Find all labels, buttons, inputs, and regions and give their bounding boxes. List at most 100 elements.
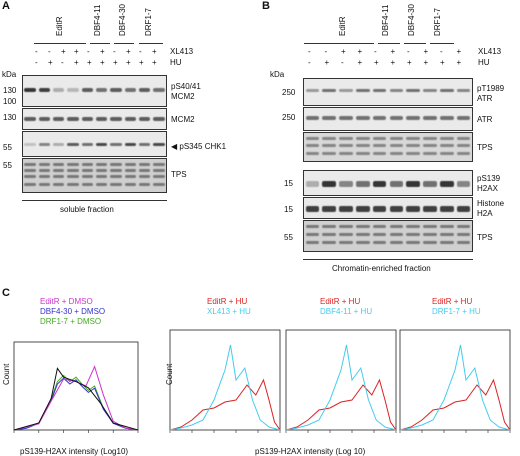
group-underline — [378, 43, 400, 44]
band — [356, 181, 370, 187]
sign-cell: + — [423, 47, 429, 56]
band — [124, 117, 136, 121]
sign-cell: + — [357, 58, 363, 67]
blot-b-h2a — [303, 197, 473, 219]
band — [389, 116, 404, 120]
sign-cell: - — [407, 47, 410, 56]
legend-c2-1: XL413 + HU — [207, 307, 251, 316]
band — [356, 152, 370, 155]
band — [406, 137, 420, 140]
sign-cell: + — [390, 47, 396, 56]
band — [423, 181, 437, 187]
band — [440, 89, 454, 92]
band — [322, 181, 336, 187]
band — [389, 181, 404, 187]
blot-b-atr — [303, 107, 473, 131]
band — [38, 163, 51, 166]
sign-cell: + — [48, 58, 53, 67]
blot-label-b-patr: pT1989 — [477, 84, 505, 93]
band — [124, 88, 136, 92]
band — [339, 181, 353, 187]
blot-a-mcm2 — [22, 108, 167, 130]
blot-label-b-tps1: TPS — [477, 143, 493, 152]
band — [356, 233, 370, 236]
band — [322, 144, 336, 147]
band — [339, 206, 353, 212]
sign-cell: + — [357, 47, 363, 56]
marker-a-100: 100 — [3, 97, 17, 106]
band — [110, 163, 122, 166]
band — [24, 175, 36, 178]
panel-c-letter: C — [2, 287, 10, 299]
blot-label-b-tps2: TPS — [477, 233, 493, 242]
blot-a-pmcm2 — [22, 75, 167, 107]
band — [440, 233, 454, 236]
band — [372, 241, 387, 244]
sign-cell: + — [139, 58, 144, 67]
band — [339, 233, 353, 236]
band — [372, 225, 387, 228]
band — [153, 143, 165, 146]
band — [24, 143, 36, 146]
sign-cell: + — [74, 58, 79, 67]
band — [440, 152, 454, 155]
band — [305, 137, 320, 140]
band — [81, 169, 94, 172]
hu-label-a: HU — [170, 58, 182, 67]
fraction-label-a: soluble fraction — [60, 205, 114, 214]
xl413-label-b: XL413 — [478, 47, 502, 56]
kda-label-a: kDa — [2, 70, 17, 79]
sign-cell: - — [324, 47, 328, 56]
band — [67, 163, 79, 166]
marker-b-250b: 250 — [282, 113, 296, 122]
band — [153, 169, 165, 172]
band — [81, 143, 94, 146]
band — [53, 117, 65, 121]
band — [423, 89, 437, 92]
band — [423, 206, 437, 212]
sign-cell: + — [324, 58, 330, 67]
band — [305, 241, 320, 244]
band — [124, 169, 136, 172]
band — [138, 169, 151, 172]
band — [53, 175, 65, 178]
band — [124, 183, 136, 186]
band — [322, 89, 336, 92]
marker-b-15: 15 — [284, 179, 293, 188]
sign-cell: + — [126, 47, 131, 56]
band — [81, 117, 94, 121]
group-underline — [139, 43, 163, 44]
band — [406, 233, 420, 236]
band — [38, 117, 51, 121]
band — [67, 175, 79, 178]
band — [423, 144, 437, 147]
band — [440, 225, 454, 228]
band — [153, 175, 165, 178]
band — [322, 225, 336, 228]
band — [322, 233, 336, 236]
band — [38, 183, 51, 186]
legend-c1-0: EditR + DMSO — [40, 297, 93, 306]
band — [389, 241, 404, 244]
band — [95, 183, 108, 186]
band — [24, 117, 36, 121]
sign-cell: + — [126, 58, 131, 67]
band — [406, 89, 420, 92]
band — [406, 225, 420, 228]
sign-cell: + — [87, 58, 92, 67]
band — [456, 241, 471, 244]
legend-c3-0: EditR + HU — [320, 297, 361, 306]
band — [322, 206, 336, 212]
band — [456, 116, 471, 120]
marker-a-130: 130 — [3, 86, 17, 95]
band — [322, 152, 336, 155]
band — [372, 152, 387, 155]
blot-b-tps1 — [303, 132, 473, 162]
sign-cell: - — [374, 47, 377, 56]
sign-cell: + — [74, 47, 79, 56]
band — [389, 152, 404, 155]
blot-label-b-ph2ax: pS139 — [477, 174, 501, 183]
band — [81, 183, 94, 186]
band — [339, 89, 353, 92]
